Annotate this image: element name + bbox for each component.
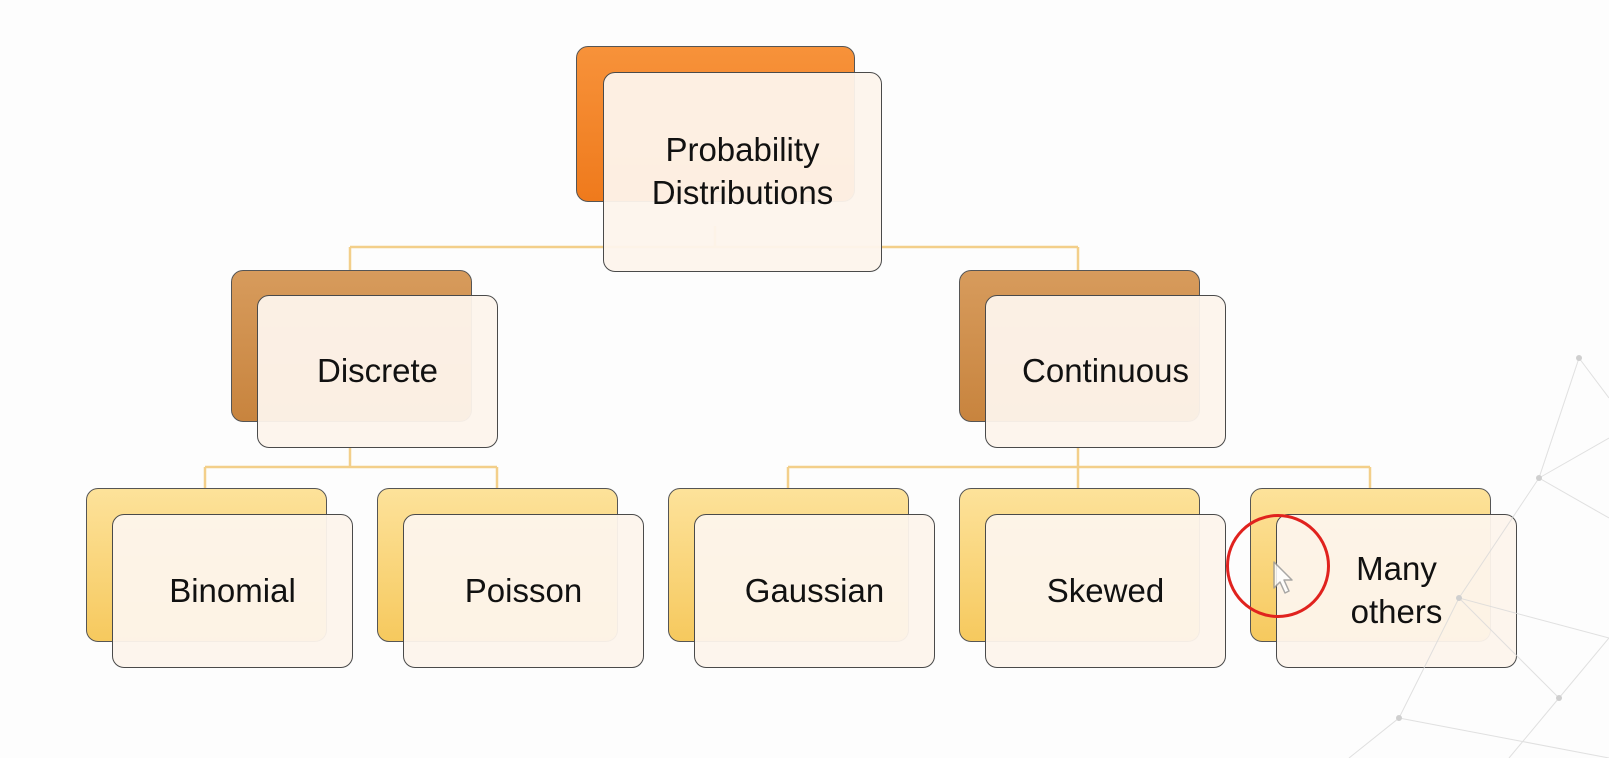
node-label: Discrete (316, 352, 439, 390)
node-label-box: Probability Distributions (603, 72, 882, 272)
node-label: Skewed (1046, 571, 1165, 609)
node-label: Continuous (1022, 352, 1189, 390)
node-label-box: Poisson (403, 514, 644, 668)
node-label-box: Continuous (985, 295, 1226, 448)
network-background-decoration (1348, 355, 1609, 758)
node-label: Probability Distributions (651, 131, 834, 211)
cursor-highlight-ring (1226, 514, 1330, 618)
node-label: Gaussian (744, 571, 885, 609)
node-label-box: Gaussian (694, 514, 935, 668)
node-label-box: Discrete (257, 295, 498, 448)
node-label: Many others (1350, 550, 1443, 630)
node-label: Binomial (169, 571, 296, 609)
node-label: Poisson (464, 571, 583, 609)
node-label-box: Skewed (985, 514, 1226, 668)
mouse-pointer-icon (1273, 561, 1293, 594)
node-label-box: Binomial (112, 514, 353, 668)
